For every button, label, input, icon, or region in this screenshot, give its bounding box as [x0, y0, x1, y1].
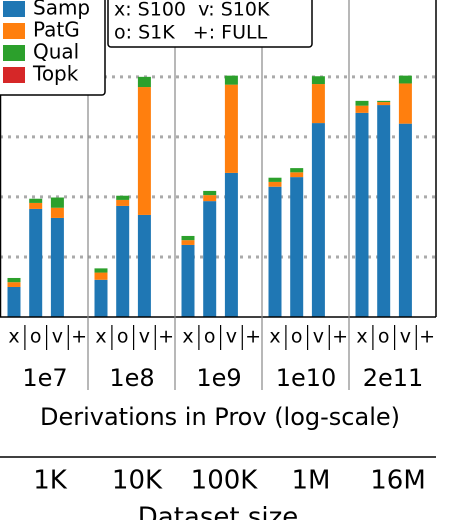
bar-segment: [268, 181, 282, 187]
x-tick-label: v: [139, 326, 150, 348]
x-tick-label: v: [52, 326, 63, 348]
bar-segment: [116, 199, 130, 206]
bar-segment: [377, 105, 391, 317]
bar-segment: [355, 100, 369, 106]
bar-segment: [290, 168, 304, 173]
group-label: 1e7: [22, 364, 67, 392]
legend-label: PatG: [33, 18, 80, 42]
secondary-label: 1M: [292, 466, 331, 496]
bar-segment: [181, 235, 195, 241]
legend-swatch: [3, 45, 25, 61]
x-tick-label: o: [117, 326, 129, 348]
annotation: o: S1K +: FULL: [114, 22, 268, 44]
bar-segment: [377, 102, 391, 106]
bar-segment: [311, 76, 325, 85]
legend-box: [0, 0, 106, 96]
x-tick-label: x: [182, 326, 193, 348]
x-tick-label: v: [226, 326, 237, 348]
bar-segment: [94, 272, 108, 280]
x-tick-label: o: [30, 326, 42, 348]
bar-segment: [268, 177, 282, 182]
secondary-label: 100K: [191, 466, 259, 496]
legend-swatch: [3, 23, 25, 39]
x-tick-label: +: [71, 326, 87, 348]
bar-segment: [29, 198, 43, 203]
bar-segment: [50, 197, 64, 208]
annotation: x: S100 v: S10K: [114, 0, 270, 21]
bar-segment: [50, 217, 64, 317]
x-tick-label: x: [356, 326, 367, 348]
bar-segment: [203, 190, 217, 196]
legend-swatch: [3, 1, 25, 17]
legend-label: Samp: [33, 0, 90, 20]
bar-segment: [137, 87, 151, 215]
bar-segment: [355, 112, 369, 317]
bar-segment: [224, 172, 238, 317]
x-tick-label: +: [332, 326, 348, 348]
x-tick-label: v: [313, 326, 324, 348]
bar-segment: [224, 84, 238, 173]
bar-segment: [29, 208, 43, 317]
x-tick-label: +: [419, 326, 435, 348]
bar-segment: [224, 75, 238, 85]
annotation-box: [107, 0, 313, 48]
bar-segment: [137, 214, 151, 317]
bar-segment: [29, 202, 43, 209]
x-tick-label: x: [8, 326, 19, 348]
bar-segment: [94, 279, 108, 317]
x-tick-label: o: [291, 326, 303, 348]
bar-segment: [181, 244, 195, 317]
bar-segment: [116, 195, 130, 200]
bar-segment: [398, 75, 412, 84]
bar-segment: [7, 286, 21, 317]
secondary-label: 1K: [33, 466, 68, 496]
bar-segment: [398, 123, 412, 317]
x-tick-label: o: [204, 326, 216, 348]
bar-segment: [311, 84, 325, 124]
x2-axis-label: Dataset size: [138, 503, 299, 520]
group-label: 1e8: [109, 364, 154, 392]
bar-segment: [203, 195, 217, 202]
x-tick-label: x: [269, 326, 280, 348]
legend-swatch: [3, 67, 25, 83]
bar-segment: [290, 177, 304, 317]
x-tick-label: x: [95, 326, 106, 348]
bar-segment: [50, 207, 64, 218]
bar-segment: [7, 282, 21, 287]
legend-label: Topk: [32, 62, 79, 86]
bar-segment: [355, 105, 369, 113]
secondary-label: 16M: [370, 466, 426, 496]
x-tick-label: +: [158, 326, 174, 348]
bar-segment: [94, 268, 108, 273]
bar-segment: [398, 83, 412, 124]
legend-label: Qual: [33, 40, 79, 64]
group-label: 2e11: [363, 364, 424, 392]
bar-segment: [377, 100, 391, 103]
x-axis-label: Derivations in Prov (log-scale): [40, 403, 400, 431]
group-label: 1e9: [196, 364, 241, 392]
bar-segment: [268, 186, 282, 317]
bar-segment: [290, 172, 304, 178]
x-tick-label: v: [400, 326, 411, 348]
bar-segment: [203, 201, 217, 317]
group-label: 1e10: [276, 364, 337, 392]
x-tick-label: +: [245, 326, 261, 348]
secondary-label: 10K: [112, 466, 163, 496]
x-tick-label: o: [378, 326, 390, 348]
bar-segment: [311, 123, 325, 317]
bar-segment: [7, 277, 21, 283]
bar-segment: [181, 240, 195, 245]
bar-segment: [116, 205, 130, 317]
bar-segment: [137, 76, 151, 88]
